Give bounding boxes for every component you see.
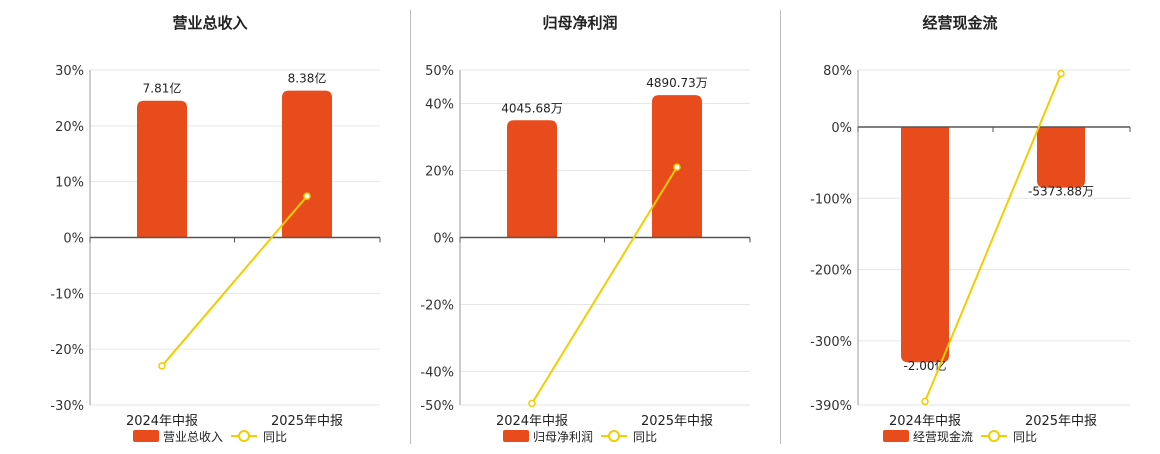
y-tick-label: 20%	[55, 120, 84, 135]
y-tick-label: 20%	[425, 165, 454, 180]
yoy-point	[528, 399, 536, 408]
yoy-point	[673, 163, 681, 171]
bar	[282, 90, 332, 238]
yoy-point	[921, 397, 929, 406]
bar-data-label: 7.81亿	[143, 81, 182, 96]
legend-line-label: 同比	[633, 430, 657, 444]
y-tick-label: -10%	[50, 287, 84, 302]
y-tick-label: 0%	[433, 232, 454, 247]
yoy-line	[161, 195, 308, 367]
y-tick-label: -100%	[810, 192, 852, 207]
legend-line-marker	[988, 430, 1000, 442]
y-tick-label: 40%	[425, 98, 454, 113]
y-tick-label: 80%	[823, 64, 852, 79]
y-tick-label: 0%	[63, 232, 84, 247]
legend-line-marker	[608, 430, 620, 442]
y-tick-label: -50%	[420, 399, 454, 414]
legend-line-marker	[238, 430, 250, 442]
panel-divider	[410, 10, 411, 444]
bar-data-label: 4890.73万	[646, 76, 708, 90]
x-category-label: 2025年中报	[1025, 414, 1097, 429]
chart-title: 营业总收入	[172, 14, 247, 32]
y-tick-label: -200%	[810, 264, 852, 279]
bar	[137, 100, 187, 238]
x-category-label: 2024年中报	[126, 414, 198, 429]
y-tick-label: 30%	[55, 64, 84, 79]
bar-data-label: 8.38亿	[288, 71, 327, 86]
chart-title: 经营现金流	[922, 14, 997, 32]
y-tick-label: 0%	[831, 121, 852, 136]
legend-bar-swatch	[503, 430, 529, 442]
panel-divider	[780, 10, 781, 444]
chart-title: 归母净利润	[542, 14, 617, 32]
x-category-label: 2024年中报	[496, 414, 568, 429]
yoy-point	[158, 362, 166, 370]
bar-data-label: -5373.88万	[1028, 185, 1094, 199]
y-tick-label: -390%	[810, 399, 852, 414]
legend-bar-label: 营业总收入	[163, 430, 223, 444]
y-tick-label: -20%	[420, 299, 454, 314]
legend-bar-label: 经营现金流	[913, 429, 973, 444]
x-category-label: 2024年中报	[889, 414, 961, 429]
bar	[1037, 127, 1085, 188]
y-tick-label: 50%	[425, 64, 454, 79]
x-category-label: 2025年中报	[271, 414, 343, 429]
legend-line-label: 同比	[263, 430, 287, 444]
y-tick-label: -20%	[50, 343, 84, 358]
legend-bar-swatch	[883, 430, 909, 442]
legend-line-label: 同比	[1013, 430, 1037, 444]
legend-bar-swatch	[133, 430, 159, 442]
y-tick-label: 10%	[55, 176, 84, 191]
y-tick-label: -30%	[50, 399, 84, 414]
x-category-label: 2025年中报	[641, 414, 713, 429]
bar	[901, 127, 949, 363]
bar-data-label: 4045.68万	[501, 101, 563, 115]
yoy-point	[1057, 69, 1065, 78]
bar	[507, 120, 557, 238]
yoy-line	[924, 73, 1062, 402]
bar-data-label: -2.00亿	[903, 358, 946, 373]
legend-bar-label: 归母净利润	[533, 430, 593, 444]
yoy-line	[531, 166, 678, 404]
y-tick-label: -40%	[420, 366, 454, 381]
yoy-point	[303, 192, 311, 200]
y-tick-label: -300%	[810, 335, 852, 350]
